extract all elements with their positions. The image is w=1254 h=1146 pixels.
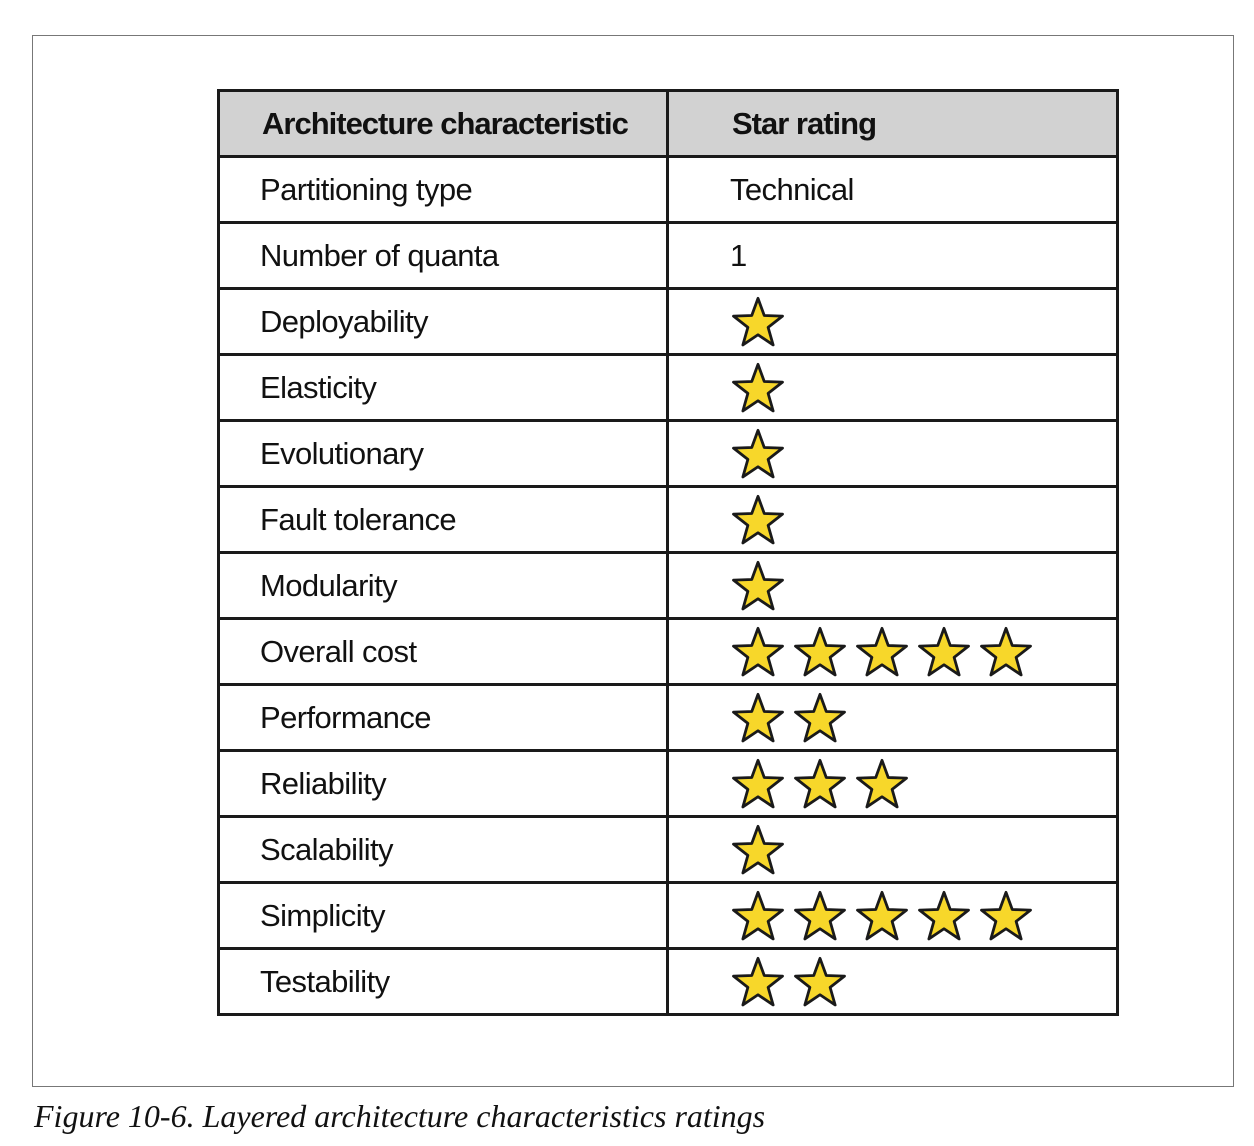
table-row: Testability [217,947,1119,1016]
table-row: Simplicity [217,881,1119,950]
star-icon [732,692,784,743]
star-rating [666,683,1119,752]
star-icon [732,362,784,413]
table-row: Modularity [217,551,1119,620]
characteristic-name: Simplicity [217,881,669,950]
star-group [730,292,1116,351]
characteristic-name: Elasticity [217,353,669,422]
star-group [730,820,1116,879]
star-icon [918,626,970,677]
characteristic-name: Overall cost [217,617,669,686]
table-row: Number of quanta 1 [217,221,1119,290]
star-group [730,622,1116,681]
star-rating [666,419,1119,488]
star-group [730,952,1116,1011]
table-row: Reliability [217,749,1119,818]
star-group [730,424,1116,483]
star-group [730,556,1116,615]
star-icon [980,890,1032,941]
characteristic-name: Scalability [217,815,669,884]
header-star-rating: Star rating [666,89,1119,158]
star-icon [980,626,1032,677]
characteristic-name: Number of quanta [217,221,669,290]
rating-text: 1 [666,221,1119,290]
rating-text: Technical [666,155,1119,224]
star-icon [732,560,784,611]
star-group [730,754,1116,813]
star-icon [732,296,784,347]
star-icon [732,890,784,941]
characteristic-name: Testability [217,947,669,1016]
star-icon [794,626,846,677]
characteristic-name: Modularity [217,551,669,620]
star-rating [666,815,1119,884]
star-icon [732,758,784,809]
table-row: Scalability [217,815,1119,884]
characteristic-name: Evolutionary [217,419,669,488]
characteristic-name: Partitioning type [217,155,669,224]
star-icon [918,890,970,941]
star-group [730,688,1116,747]
characteristic-name: Deployability [217,287,669,356]
ratings-table: Architecture characteristic Star rating … [217,89,1119,1016]
characteristic-name: Fault tolerance [217,485,669,554]
star-rating [666,551,1119,620]
star-icon [794,956,846,1007]
star-icon [732,956,784,1007]
star-icon [856,626,908,677]
star-icon [732,626,784,677]
figure-caption: Figure 10-6. Layered architecture charac… [34,1098,766,1134]
star-icon [856,890,908,941]
star-icon [732,824,784,875]
star-group [730,886,1116,945]
table-row: Overall cost [217,617,1119,686]
table-row: Deployability [217,287,1119,356]
table-header-row: Architecture characteristic Star rating [217,89,1119,158]
star-rating [666,353,1119,422]
table-row: Evolutionary [217,419,1119,488]
table-row: Fault tolerance [217,485,1119,554]
star-rating [666,947,1119,1016]
table-row: Performance [217,683,1119,752]
table-row: Elasticity [217,353,1119,422]
star-icon [794,890,846,941]
star-icon [794,692,846,743]
star-icon [794,758,846,809]
star-icon [856,758,908,809]
table-row: Partitioning type Technical [217,155,1119,224]
star-rating [666,287,1119,356]
star-rating [666,617,1119,686]
star-rating [666,881,1119,950]
characteristic-name: Reliability [217,749,669,818]
figure-frame: Architecture characteristic Star rating … [32,35,1234,1087]
star-icon [732,494,784,545]
star-group [730,358,1116,417]
star-rating [666,485,1119,554]
header-characteristic: Architecture characteristic [217,89,669,158]
star-rating [666,749,1119,818]
characteristic-name: Performance [217,683,669,752]
star-group [730,490,1116,549]
star-icon [732,428,784,479]
